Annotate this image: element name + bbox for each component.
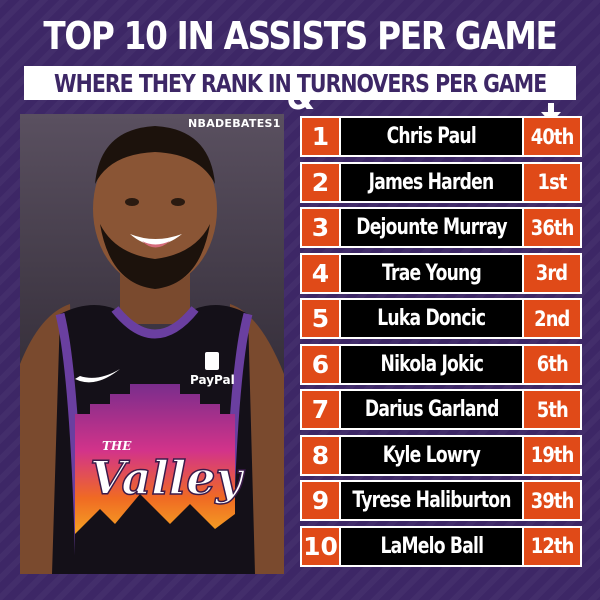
turnover-rank: 2nd: [534, 306, 570, 331]
player-name: Dejounte Murray: [356, 215, 507, 240]
assist-rank: 10: [302, 527, 339, 565]
turnover-rank: 40th: [530, 124, 575, 149]
assist-rank: 6: [302, 345, 339, 383]
player-photo: PayPal THE Valley: [20, 114, 284, 574]
player-name-cell: LaMelo Ball: [341, 527, 522, 565]
table-row: 4 Trae Young 3rd: [300, 252, 582, 294]
turnover-rank: 1st: [537, 170, 567, 194]
turnover-rank-cell: 40th: [524, 118, 580, 155]
player-name: Kyle Lowry: [382, 442, 481, 468]
watermark: NBADEBATES1: [188, 117, 281, 130]
turnover-rank-cell: 5th: [524, 391, 580, 428]
table-row: 5 Luka Doncic 2nd: [300, 298, 582, 339]
assist-rank: 7: [302, 391, 339, 428]
player-name: LaMelo Ball: [380, 533, 484, 559]
assist-rank: 1: [302, 118, 339, 155]
sponsor-text: PayPal: [190, 373, 235, 387]
table-row: 2 James Harden 1st: [300, 161, 582, 203]
jersey-small-text: THE: [102, 439, 132, 453]
page-title: TOP 10 IN ASSISTS PER GAME &: [43, 14, 557, 118]
turnover-rank-cell: 2nd: [524, 300, 580, 337]
turnover-rank-cell: 6th: [524, 345, 580, 383]
subtitle-banner: WHERE THEY RANK IN TURNOVERS PER GAME: [24, 66, 576, 100]
player-name-cell: Chris Paul: [341, 118, 522, 155]
page-subtitle: WHERE THEY RANK IN TURNOVERS PER GAME: [53, 68, 547, 98]
assist-rank: 3: [302, 209, 339, 246]
player-name-cell: Kyle Lowry: [341, 436, 522, 474]
turnover-rank-cell: 36th: [524, 209, 580, 246]
turnover-rank: 12th: [530, 534, 575, 558]
assist-rank: 5: [302, 300, 339, 337]
turnover-rank-cell: 39th: [524, 482, 580, 519]
turnover-rank: 39th: [530, 488, 575, 513]
assist-rank: 9: [302, 482, 339, 519]
table-row: 10 LaMelo Ball 12th: [300, 525, 582, 567]
table-row: 8 Kyle Lowry 19th: [300, 434, 582, 476]
player-name-cell: Dejounte Murray: [341, 209, 522, 246]
player-name-cell: Tyrese Haliburton: [341, 482, 522, 519]
player-name-cell: Darius Garland: [341, 391, 522, 428]
jersey-text: Valley: [90, 451, 245, 505]
player-name-cell: Nikola Jokic: [341, 345, 522, 383]
turnover-rank-cell: 12th: [524, 527, 580, 565]
turnover-rank-cell: 19th: [524, 436, 580, 474]
player-name: Luka Doncic: [377, 306, 486, 331]
player-name: Tyrese Haliburton: [352, 488, 511, 513]
turnover-rank-cell: 3rd: [524, 254, 580, 292]
player-illustration: PayPal THE Valley: [20, 114, 284, 574]
table-row: 9 Tyrese Haliburton 39th: [300, 480, 582, 521]
turnover-rank: 19th: [530, 443, 575, 467]
player-name: Darius Garland: [364, 397, 500, 422]
turnover-rank-cell: 1st: [524, 163, 580, 201]
player-name: Chris Paul: [386, 124, 477, 149]
table-row: 3 Dejounte Murray 36th: [300, 207, 582, 248]
turnover-rank: 6th: [536, 352, 568, 376]
rankings-table: 1 Chris Paul 40th 2 James Harden 1st 3 Dejounte…: [300, 116, 582, 571]
table-row: 7 Darius Garland 5th: [300, 389, 582, 430]
player-name: Nikola Jokic: [380, 351, 483, 377]
player-name: Trae Young: [381, 260, 482, 286]
turnover-rank: 5th: [536, 397, 568, 422]
player-name-cell: Luka Doncic: [341, 300, 522, 337]
assist-rank: 2: [302, 163, 339, 201]
turnover-rank: 3rd: [536, 261, 568, 285]
assist-rank: 4: [302, 254, 339, 292]
table-row: 1 Chris Paul 40th: [300, 116, 582, 157]
table-row: 6 Nikola Jokic 6th: [300, 343, 582, 385]
player-name-cell: James Harden: [341, 163, 522, 201]
assist-rank: 8: [302, 436, 339, 474]
player-name: James Harden: [369, 169, 495, 195]
player-name-cell: Trae Young: [341, 254, 522, 292]
turnover-rank: 36th: [530, 215, 575, 240]
